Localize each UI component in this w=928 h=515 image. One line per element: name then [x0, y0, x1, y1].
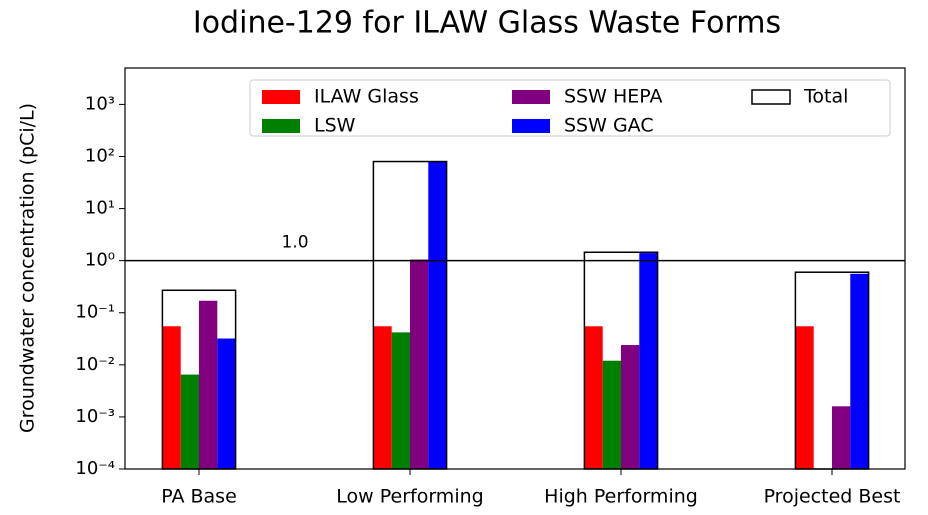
- bar: [391, 332, 410, 469]
- y-tick-label: 10⁻⁴: [75, 458, 115, 479]
- legend-swatch: [512, 119, 550, 133]
- reference-label: 1.0: [281, 233, 308, 253]
- bar: [162, 326, 181, 469]
- y-tick-label: 10³: [85, 93, 115, 114]
- bar: [428, 161, 447, 469]
- y-tick-label: 10⁰: [85, 250, 115, 271]
- bar: [410, 259, 429, 469]
- legend-label: SSW GAC: [564, 115, 654, 137]
- y-tick-label: 10⁻³: [75, 406, 115, 427]
- legend-swatch: [512, 90, 550, 104]
- bar: [602, 360, 621, 469]
- y-tick-label: 10²: [85, 145, 115, 166]
- legend-label: SSW HEPA: [564, 86, 662, 108]
- bar: [180, 374, 199, 469]
- legend-swatch: [751, 89, 791, 105]
- chart-title: Iodine-129 for ILAW Glass Waste Forms: [193, 6, 781, 41]
- y-axis-label: Groundwater concentration (pCi/L): [17, 103, 39, 433]
- bar: [584, 326, 603, 469]
- x-tick-label: Projected Best: [764, 486, 901, 508]
- bar: [199, 300, 218, 469]
- y-tick-label: 10⁻²: [75, 354, 115, 375]
- legend-label: LSW: [314, 115, 356, 137]
- x-tick-label: PA Base: [161, 486, 237, 508]
- plot-frame: [124, 67, 906, 470]
- y-tick-label: 10⁻¹: [75, 302, 115, 323]
- bar: [217, 338, 236, 469]
- x-tick-label: Low Performing: [336, 486, 483, 508]
- bar: [373, 326, 392, 469]
- legend-swatch: [262, 119, 300, 133]
- y-tick-label: 10¹: [85, 198, 115, 219]
- legend-box: [249, 79, 891, 137]
- legend-label: Total: [803, 86, 848, 108]
- x-tick-label: High Performing: [544, 486, 698, 508]
- bar: [832, 406, 851, 469]
- legend-swatch: [262, 90, 300, 104]
- bar: [621, 345, 640, 469]
- legend-label: ILAW Glass: [314, 86, 419, 108]
- bar: [850, 273, 869, 469]
- bar: [639, 253, 658, 469]
- bar: [795, 326, 814, 469]
